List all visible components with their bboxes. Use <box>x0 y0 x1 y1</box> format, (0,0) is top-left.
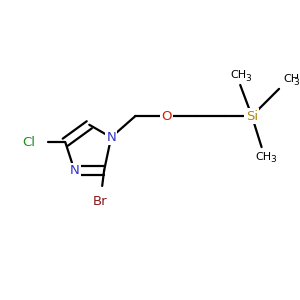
Text: 3: 3 <box>294 78 299 87</box>
Text: 3: 3 <box>270 155 276 164</box>
Text: 3: 3 <box>245 74 251 83</box>
Text: Cl: Cl <box>22 136 35 149</box>
Text: N: N <box>106 131 116 144</box>
Text: CH: CH <box>230 70 246 80</box>
Text: CH: CH <box>283 74 299 84</box>
Text: Si: Si <box>246 110 258 122</box>
Text: N: N <box>70 164 79 177</box>
Text: Br: Br <box>93 195 108 208</box>
Text: O: O <box>161 110 172 122</box>
Text: CH: CH <box>256 152 272 162</box>
